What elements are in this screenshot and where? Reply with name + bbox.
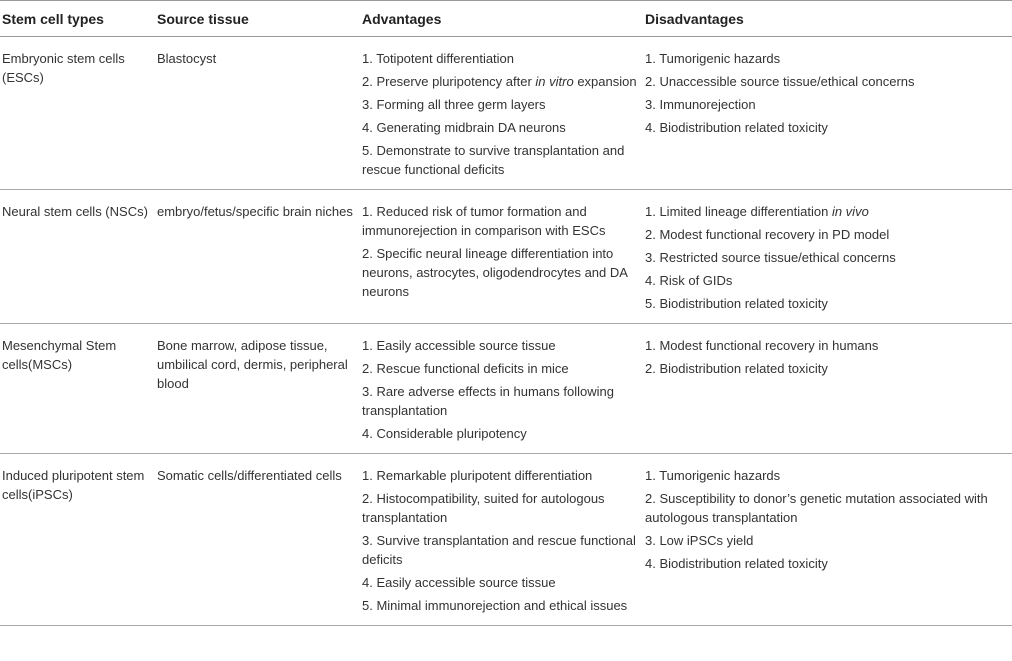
disadvantages: 1. Limited lineage differentiation in vi… xyxy=(643,189,1012,324)
list-item: 3. Rare adverse effects in humans follow… xyxy=(362,384,614,418)
list-item: 3. Restricted source tissue/ethical conc… xyxy=(645,250,896,265)
italic-segment: in vivo xyxy=(831,204,869,219)
stem-cell-type: Embryonic stem cells (ESCs) xyxy=(0,36,155,190)
list-item: 1. Tumorigenic hazards xyxy=(645,468,781,483)
column-header: Disadvantages xyxy=(643,0,1012,37)
list-item: 4. Generating midbrain DA neurons xyxy=(362,120,566,135)
disadvantages: 1. Tumorigenic hazards 2. Unaccessible so… xyxy=(643,36,1012,190)
list-item: 3. Immunorejection xyxy=(645,97,756,112)
list-item: 4. Easily accessible source tissue xyxy=(362,575,556,590)
list-item: 1. Reduced risk of tumor formation and i… xyxy=(362,204,606,238)
list-item: 4. Risk of GIDs xyxy=(645,273,733,288)
list-item: 2. Unaccessible source tissue/ethical co… xyxy=(645,74,915,89)
list-item: 4. Considerable pluripotency xyxy=(362,426,527,441)
table-row: Induced pluripotent stem cells(iPSCs) Som… xyxy=(0,453,1012,626)
list-item: 5. Minimal immunorejection and ethical i… xyxy=(362,598,628,613)
stem-cell-table: Stem cell types Source tissue Advantages Di… xyxy=(0,0,1012,626)
list-item: 1. Remarkable pluripotent differentiatio… xyxy=(362,468,593,483)
list-item: 5. Biodistribution related toxicity xyxy=(645,296,828,311)
list-item: 2. Rescue functional deficits in mice xyxy=(362,361,569,376)
list-item: 4. Biodistribution related toxicity xyxy=(645,556,828,571)
list-item: 3. Survive transplantation and rescue fu… xyxy=(362,533,636,567)
column-header: Advantages xyxy=(360,0,643,37)
column-header: Stem cell types xyxy=(0,0,155,37)
italic-segment: in vitro xyxy=(535,74,574,89)
stem-cell-type: Induced pluripotent stem cells(iPSCs) xyxy=(0,453,155,626)
source-tissue: Blastocyst xyxy=(155,36,360,190)
header-row: Stem cell types Source tissue Advantages Di… xyxy=(0,0,1012,37)
list-item: 1. Easily accessible source tissue xyxy=(362,338,556,353)
advantages: 1. Reduced risk of tumor formation and i… xyxy=(360,189,643,324)
text-segment: 1. Limited lineage differentiation xyxy=(645,204,832,219)
list-item: 3. Low iPSCs yield xyxy=(645,533,754,548)
stem-cell-type: Mesenchymal Stem cells(MSCs) xyxy=(0,323,155,454)
list-item: 2. Specific neural lineage differentiati… xyxy=(362,246,628,299)
list-item: 3. Forming all three germ layers xyxy=(362,97,546,112)
source-tissue: Somatic cells/differentiated cells xyxy=(155,453,360,626)
source-tissue: embryo/fetus/specific brain niches xyxy=(155,189,360,324)
text-segment: 2. Preserve pluripotency after xyxy=(362,74,536,89)
list-item: 1. Modest functional recovery in humans xyxy=(645,338,879,353)
table-row: Mesenchymal Stem cells(MSCs) Bone marrow,… xyxy=(0,323,1012,454)
list-item: 2. Biodistribution related toxicity xyxy=(645,361,828,376)
advantages: 1. Totipotent differentiation 2. Preserve… xyxy=(360,36,643,190)
list-item: 2. Histocompatibility, suited for autolo… xyxy=(362,491,605,525)
list-item: 4. Biodistribution related toxicity xyxy=(645,120,828,135)
list-item: 2. Susceptibility to donor’s genetic mut… xyxy=(645,491,988,525)
advantages: 1. Remarkable pluripotent differentiatio… xyxy=(360,453,643,626)
advantages: 1. Easily accessible source tissue 2. Res… xyxy=(360,323,643,454)
list-item: 1. Tumorigenic hazards xyxy=(645,51,781,66)
table-body: Embryonic stem cells (ESCs) Blastocyst 1. … xyxy=(0,36,1012,626)
disadvantages: 1. Tumorigenic hazards 2. Susceptibility … xyxy=(643,453,1012,626)
list-item: 1. Limited lineage differentiation in vi… xyxy=(645,202,1010,221)
list-item: 2. Preserve pluripotency after in vitro … xyxy=(362,72,641,91)
table-row: Embryonic stem cells (ESCs) Blastocyst 1. … xyxy=(0,36,1012,190)
source-tissue: Bone marrow, adipose tissue, umbilical c… xyxy=(155,323,360,454)
disadvantages: 1. Modest functional recovery in humans 2… xyxy=(643,323,1012,454)
column-header: Source tissue xyxy=(155,0,360,37)
list-item: 5. Demonstrate to survive transplantatio… xyxy=(362,143,625,177)
text-segment: expansion xyxy=(573,74,637,89)
list-item: 1. Totipotent differentiation xyxy=(362,51,515,66)
stem-cell-type: Neural stem cells (NSCs) xyxy=(0,189,155,324)
table-row: Neural stem cells (NSCs) embryo/fetus/spe… xyxy=(0,189,1012,324)
list-item: 2. Modest functional recovery in PD mode… xyxy=(645,227,890,242)
